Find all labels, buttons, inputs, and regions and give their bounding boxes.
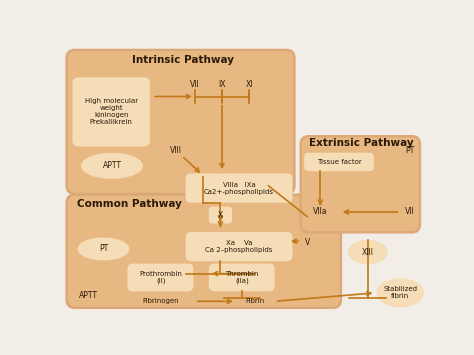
FancyBboxPatch shape xyxy=(65,49,296,195)
Text: VIIa: VIIa xyxy=(313,208,328,217)
FancyBboxPatch shape xyxy=(209,264,275,291)
Text: PT: PT xyxy=(405,146,414,155)
Text: VIIIa   IXa
Ca2+-phospholipids: VIIIa IXa Ca2+-phospholipids xyxy=(204,182,274,195)
FancyBboxPatch shape xyxy=(302,137,419,231)
Text: VIII: VIII xyxy=(170,146,182,155)
Text: Prothrombin
(II): Prothrombin (II) xyxy=(139,271,182,284)
FancyBboxPatch shape xyxy=(186,174,292,203)
Text: Thrombin
(IIa): Thrombin (IIa) xyxy=(226,271,259,284)
Text: VII: VII xyxy=(190,81,200,89)
Text: APTT: APTT xyxy=(79,291,98,300)
FancyBboxPatch shape xyxy=(209,207,232,224)
Text: Stabilized
fibrin: Stabilized fibrin xyxy=(383,286,417,299)
Text: IX: IX xyxy=(218,81,226,89)
Text: Intrinsic Pathway: Intrinsic Pathway xyxy=(132,55,234,65)
Text: XIII: XIII xyxy=(362,247,374,257)
Text: Common Pathway: Common Pathway xyxy=(77,199,182,209)
FancyBboxPatch shape xyxy=(186,232,292,261)
FancyBboxPatch shape xyxy=(128,264,193,291)
Text: High molecular
weight
kininogen
Prekallikrein: High molecular weight kininogen Prekalli… xyxy=(85,98,138,125)
Ellipse shape xyxy=(78,238,128,260)
Text: V: V xyxy=(305,237,310,246)
Text: XI: XI xyxy=(246,81,253,89)
FancyBboxPatch shape xyxy=(65,193,342,309)
FancyBboxPatch shape xyxy=(68,51,293,193)
Text: X: X xyxy=(218,211,223,220)
FancyBboxPatch shape xyxy=(73,77,150,147)
FancyBboxPatch shape xyxy=(300,135,421,234)
Text: Fibrinogen: Fibrinogen xyxy=(143,298,179,304)
Ellipse shape xyxy=(348,240,387,264)
Ellipse shape xyxy=(82,153,142,178)
Text: VII: VII xyxy=(405,208,414,217)
Text: Tissue factor: Tissue factor xyxy=(317,159,361,165)
Text: Xa    Va
Ca 2–phospholipids: Xa Va Ca 2–phospholipids xyxy=(205,240,273,253)
Text: PT: PT xyxy=(99,245,108,253)
FancyBboxPatch shape xyxy=(68,196,340,307)
Text: APTT: APTT xyxy=(102,161,121,170)
FancyBboxPatch shape xyxy=(304,153,374,171)
Text: Fibrin: Fibrin xyxy=(245,298,264,304)
Text: Extrinsic Pathway: Extrinsic Pathway xyxy=(309,138,414,148)
Ellipse shape xyxy=(377,279,423,307)
